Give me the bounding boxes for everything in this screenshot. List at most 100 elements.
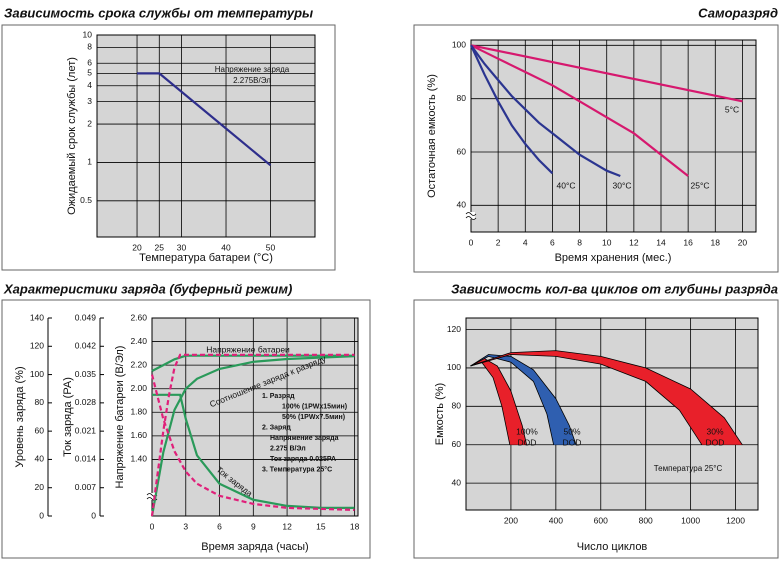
y-tick-label: 140 [30,312,44,322]
y-tick-label: 0.5 [80,195,92,205]
x-tick-label: 20 [738,237,748,247]
y-tick-label: 0.049 [75,312,97,322]
x-tick-label: 9 [251,521,256,531]
series-line [150,353,355,517]
y-tick-label: 0.035 [75,369,97,379]
y-tick-label: 2.00 [130,383,147,393]
axis-label: Уровень заряда (%) [14,366,26,467]
y-tick-label: 2.60 [130,312,147,322]
x-tick-label: 12 [282,521,292,531]
chart-title: Зависимость кол-ва циклов от глубины раз… [451,281,778,296]
axis-label: Напряжение батареи (В/Эл) [114,346,126,489]
y-tick-label: 60 [457,146,467,156]
y-tick-label: 1.60 [130,430,147,440]
band-label: 100% [516,426,538,436]
axis-label: Температура батареи (°C) [139,252,273,264]
series-label: 30°C [613,180,632,190]
y-tick-label: 0.014 [75,454,97,464]
x-tick-label: 16 [683,237,693,247]
x-tick-label: 50 [266,242,276,252]
band-label: 50% [563,426,580,436]
x-tick-label: 200 [504,515,518,525]
annotation: 50% (1PWx7.5мин) [282,414,345,421]
y-tick-label: 1.80 [130,407,147,417]
y-tick-label: 60 [35,425,45,435]
y-tick-label: 40 [457,200,467,210]
annotation: Ток заряда 0.025PA [270,456,336,463]
x-tick-label: 6 [217,521,222,531]
axis-label: Остаточная емкость (%) [426,74,438,198]
series-label: 40°C [557,180,576,190]
band-area [470,358,527,445]
series-line [470,44,554,175]
annotation: Напряжение заряда [215,65,290,74]
axis-break [148,493,156,500]
x-tick-label: 20 [132,242,142,252]
band-edge [470,350,743,445]
x-tick-label: 15 [316,521,326,531]
band-area [470,354,577,445]
y-tick-label: 60 [452,439,462,449]
x-tick-label: 2 [496,237,501,247]
annotation: 2.275В/Эл [233,76,271,85]
x-tick-label: 3 [183,521,188,531]
series-line [470,44,621,178]
band-label: DOD [518,437,537,447]
y-tick-label: 20 [35,482,45,492]
axis-label: Ожидаемый срок службы (лет) [66,57,78,215]
y-tick-label: 100 [30,369,44,379]
y-tick-label: 120 [30,341,44,351]
y-tick-label: 100 [452,40,466,50]
y-tick-label: 0.021 [75,425,97,435]
axis-label: Число циклов [577,541,648,553]
y-tick-label: 0.042 [75,341,97,351]
y-tick-label: 1.40 [130,454,147,464]
y-tick-label: 80 [457,93,467,103]
x-tick-label: 30 [177,242,187,252]
plot-area [470,39,757,233]
y-tick-label: 40 [452,477,462,487]
series-line [470,44,743,103]
x-tick-label: 40 [221,242,231,252]
y-tick-label: 80 [452,401,462,411]
axis-break [465,212,477,220]
y-tick-label: 0 [39,510,44,520]
x-tick-label: 14 [656,237,666,247]
x-tick-label: 18 [711,237,721,247]
y-tick-label: 80 [35,397,45,407]
y-tick-label: 100 [447,362,461,372]
axis-label: Ток заряда (PA) [62,377,74,457]
x-tick-label: 25 [155,242,165,252]
band-area [470,350,743,445]
annotation: 100% (1PWx15мин) [282,403,347,410]
annotation: Температура 25°C [654,464,723,473]
y-tick-label: 2 [87,118,92,128]
series-line [470,44,689,177]
annotation: 3. Температура 25°C [262,465,332,473]
x-tick-label: 8 [577,237,582,247]
series-line [152,393,355,509]
y-tick-label: 5 [87,68,92,78]
annotation: Напряжение заряда [270,435,339,442]
chart-title: Зависимость срока службы от температуры [4,5,313,20]
x-tick-label: 18 [350,521,360,531]
series-label: 5°C [725,104,739,114]
chart-title: Саморазряд [698,5,778,20]
chart-title: Характеристики заряда (буферный режим) [3,281,292,296]
y-tick-label: 2.20 [130,359,147,369]
band-label: 30% [706,426,723,436]
y-tick-label: 6 [87,58,92,68]
band-label: DOD [706,437,725,447]
annotation: 1. Разряд [262,393,295,400]
band-edge [470,354,703,445]
x-tick-label: 0 [469,237,474,247]
plot-area [96,34,316,238]
y-tick-label: 10 [83,29,93,39]
x-tick-label: 0 [150,521,155,531]
band-edge [470,355,554,445]
y-tick-label: 8 [87,42,92,52]
y-tick-label: 0.007 [75,482,97,492]
series-label: Напряжение батареи [206,344,290,354]
x-tick-label: 12 [629,237,639,247]
